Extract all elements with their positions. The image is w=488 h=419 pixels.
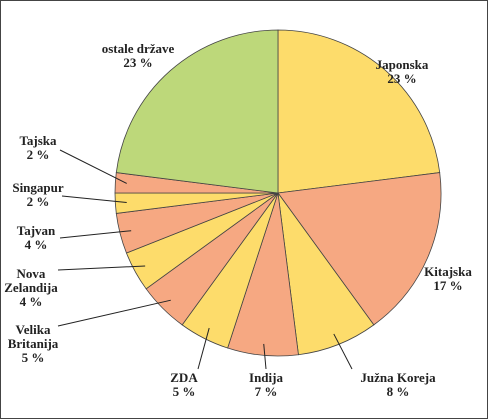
value-label: 7 % (255, 384, 278, 399)
leader-line (57, 299, 171, 327)
value-label: 2 % (27, 194, 50, 209)
pie-slice (277, 29, 441, 194)
value-label: 4 % (25, 237, 48, 252)
value-label: 23 % (387, 71, 416, 86)
slice-label: Južna Koreja (360, 370, 436, 385)
slice-label: ostale države (102, 41, 175, 56)
slice-label: Singapur (12, 180, 64, 195)
value-label: 8 % (387, 384, 410, 399)
value-label: 5 % (22, 350, 45, 365)
slice-label: Nova Zelandija (4, 266, 58, 295)
slice-label: Kitajska (424, 264, 472, 279)
slice-label: Japonska (376, 57, 429, 72)
pie-slice (277, 172, 442, 326)
leader-line (59, 149, 127, 184)
value-label: 4 % (20, 294, 43, 309)
slice-label: Tajvan (17, 223, 56, 238)
leader-line (57, 265, 146, 271)
leader-line (333, 333, 353, 370)
slice-label: ZDA (170, 370, 198, 385)
leader-line (263, 343, 267, 370)
value-label: 17 % (433, 278, 462, 293)
leader-line (61, 195, 127, 204)
value-label: 2 % (27, 147, 50, 162)
slice-label: Indija (249, 370, 283, 385)
value-label: 5 % (173, 384, 196, 399)
leader-line (59, 230, 132, 239)
slice-label: Tajska (19, 133, 57, 148)
pie-slice (115, 29, 279, 194)
value-label: 23 % (123, 55, 152, 70)
slice-label: Velika Britanija (8, 322, 59, 351)
leader-line (197, 327, 210, 370)
